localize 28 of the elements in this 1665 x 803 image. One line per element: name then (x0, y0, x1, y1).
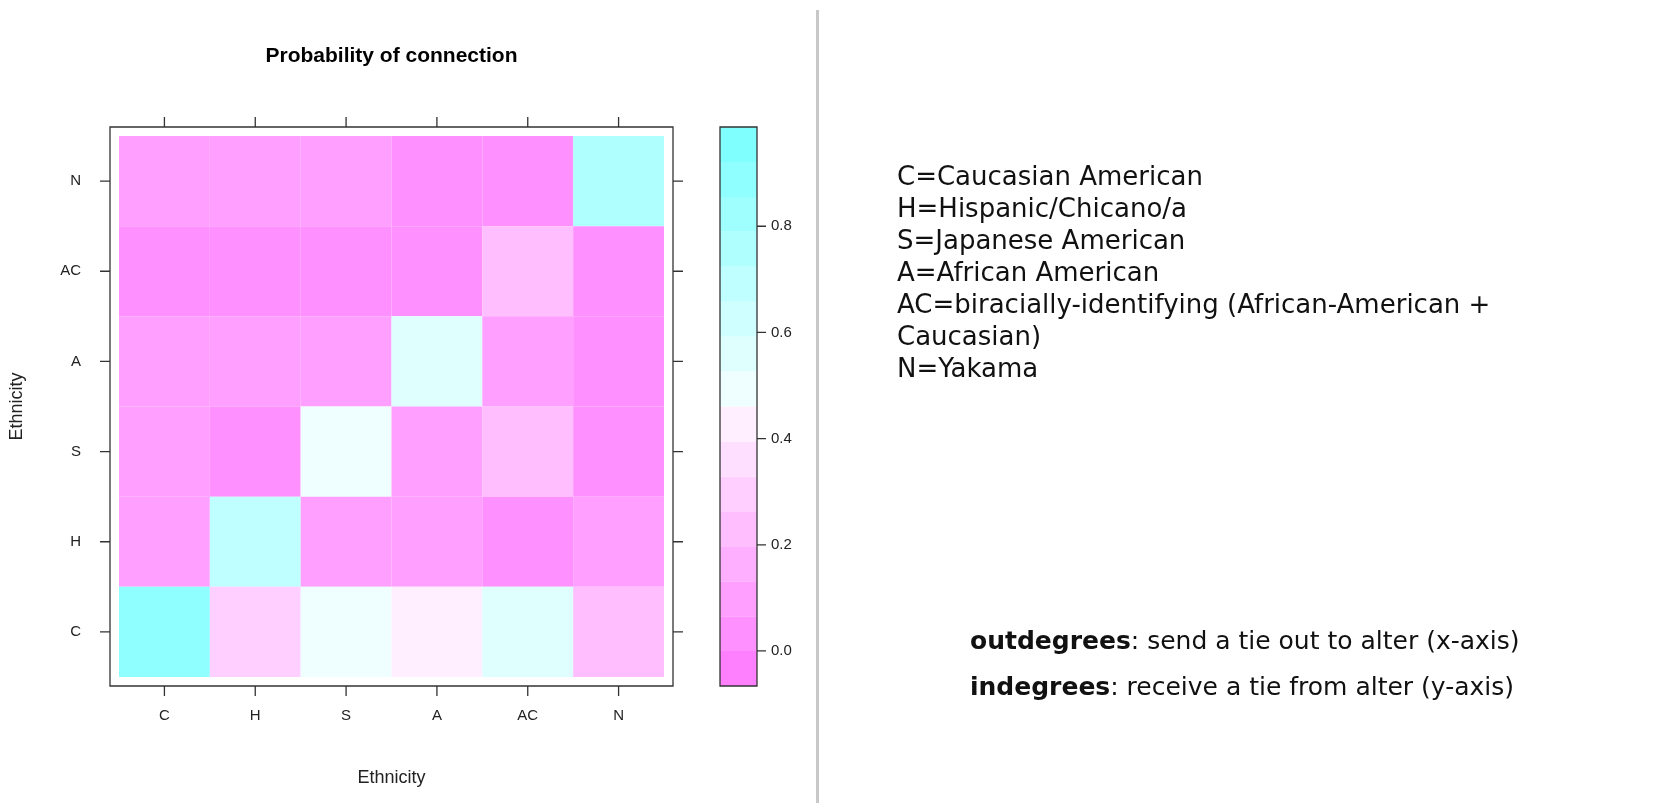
text: outdegrees: send a tie out to alter (x-axis) (970, 625, 1521, 657)
y-tick-label: C (70, 622, 82, 640)
y-tick-label: A (70, 351, 81, 369)
color-bar-label: 0.2 (771, 534, 792, 552)
text: AC=biracially-identifying (African-American + Caucasian) (897, 288, 1492, 352)
y-tick-label: AC (60, 261, 82, 279)
x-tick-label: S (341, 706, 352, 724)
x-tick-label: A (431, 706, 442, 724)
y-tick-label: S (70, 441, 81, 459)
text: C=Caucasian American (897, 160, 1204, 192)
color-bar-label: 0.4 (771, 428, 792, 446)
y-tick-label: N (70, 171, 81, 189)
text: N=Yakama (897, 352, 1040, 384)
text: A=African American (897, 256, 1161, 288)
x-tick-label: AC (517, 706, 539, 724)
color-bar-label: 0.8 (771, 216, 792, 234)
text: H=Hispanic/Chicano/a (897, 192, 1188, 224)
text: indegrees: receive a tie from alter (y-axis) (970, 671, 1516, 703)
x-tick-label: N (613, 706, 625, 724)
y-axis-title: Ethnicity (5, 372, 26, 441)
text: S=Japanese American (897, 224, 1187, 256)
x-tick-label: H (249, 706, 261, 724)
y-tick-label: H (70, 531, 81, 549)
chart-title: Probability of connection (265, 42, 518, 66)
color-bar-label: 0.6 (771, 322, 792, 340)
color-bar-label: 0.0 (771, 641, 792, 659)
x-tick-label: C (158, 706, 170, 724)
x-axis-title: Ethnicity (357, 767, 426, 788)
